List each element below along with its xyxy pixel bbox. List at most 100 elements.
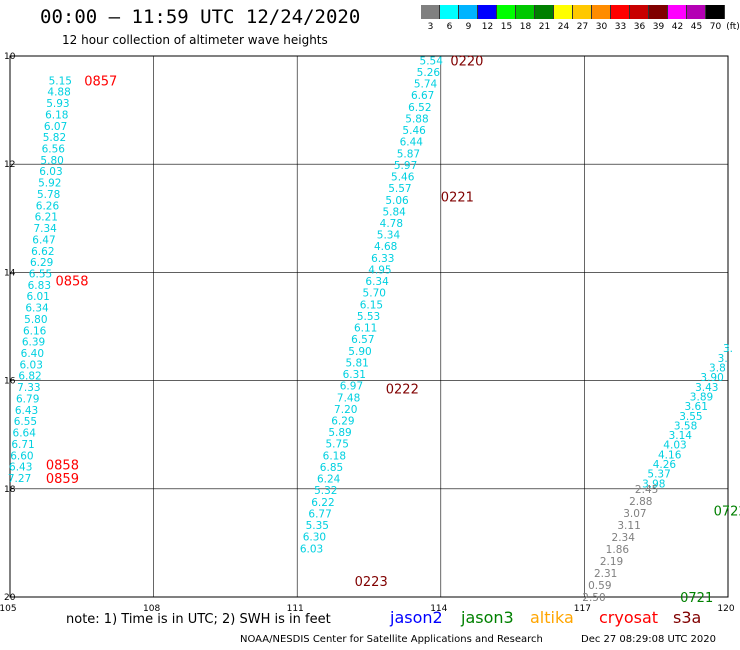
track-0220-value: 6.18 — [323, 450, 346, 462]
time-label-0222: 0222 — [386, 383, 419, 398]
track-0722-cyan-value: 3.43 — [695, 382, 718, 394]
track-0857-value: 6.40 — [21, 348, 44, 360]
scale-label-33: 33 — [614, 22, 627, 32]
track-0220-value: 4.95 — [368, 264, 391, 276]
track-0220-value: 5.46 — [391, 172, 415, 184]
track-0857-value: 6.01 — [26, 291, 49, 303]
track-0857-value: 5.80 — [24, 314, 47, 326]
track-0722-cyan-value: 4.03 — [663, 440, 686, 452]
track-0857-value: 6.82 — [18, 371, 41, 383]
track-0220-value: 5.53 — [357, 311, 380, 323]
track-0220-value: 6.11 — [354, 323, 377, 335]
track-0857-value: 6.64 — [13, 428, 37, 440]
time-label-0858: 0858 — [46, 458, 79, 473]
scale-swatch-30 — [592, 5, 611, 19]
scale-label-9: 9 — [465, 22, 472, 32]
track-0220-value: 6.67 — [411, 90, 434, 102]
track-0220-value: 6.22 — [311, 497, 334, 509]
lon-tick-label-120: 120 — [717, 604, 734, 614]
track-0722-cyan-value: 3. — [723, 343, 733, 355]
track-0220-value: 5.88 — [405, 113, 428, 125]
lat-tick-label-18: 18 — [4, 485, 16, 495]
track-0220-value: 6.29 — [331, 416, 354, 428]
track-0857-value: 6.18 — [45, 109, 68, 121]
time-label-0858: 0858 — [55, 275, 88, 290]
time-label-0223: 0223 — [355, 575, 388, 590]
legend-altika: altika — [530, 608, 574, 627]
time-label-0857: 0857 — [84, 74, 117, 89]
track-0857-value: 6.21 — [35, 212, 58, 224]
track-0857-value: 5.93 — [46, 98, 69, 110]
track-0220-value: 5.75 — [326, 439, 349, 451]
track-0722-cyan-value: 3.61 — [685, 401, 708, 413]
track-0722-gray-value: 2.19 — [600, 556, 623, 568]
track-0220-value: 6.15 — [360, 299, 383, 311]
track-0857-value: 6.56 — [42, 144, 66, 156]
track-0722-gray-value: 1.86 — [606, 544, 630, 556]
track-0722-cyan-value: 3. — [718, 353, 728, 365]
track-0220-value: 5.84 — [382, 206, 406, 218]
track-0220-value: 5.87 — [397, 148, 420, 160]
scale-label-45: 45 — [690, 22, 703, 32]
track-0220-value: 6.85 — [320, 462, 343, 474]
scale-swatch-6 — [440, 5, 459, 19]
track-0220-value: 6.57 — [351, 334, 374, 346]
time-label-0220: 0220 — [450, 54, 483, 69]
lon-tick-label-117: 117 — [574, 604, 591, 614]
track-0857-value: 6.03 — [39, 166, 62, 178]
legend-jason2: jason2 — [390, 608, 443, 627]
track-0220-value: 7.48 — [337, 392, 360, 404]
scale-swatch-70 — [706, 5, 725, 19]
track-0857-value: 7.33 — [17, 382, 40, 394]
track-0857-value: 7.34 — [33, 223, 57, 235]
track-0857-value: 6.79 — [16, 393, 39, 405]
track-0857-value: 5.82 — [43, 132, 66, 144]
track-0857-value: 6.26 — [36, 200, 60, 212]
track-0722-gray-value: 3.11 — [617, 520, 640, 532]
track-0857-value: 6.55 — [29, 268, 52, 280]
track-0857-value: 6.60 — [10, 450, 33, 462]
scale-swatch-39 — [649, 5, 668, 19]
track-0220-value: 6.33 — [371, 253, 394, 265]
track-0220-value: 5.89 — [328, 427, 351, 439]
lon-tick-label-114: 114 — [430, 604, 447, 614]
track-0722-cyan-value: 3.90 — [700, 372, 723, 384]
lat-tick-label-20: 20 — [4, 593, 16, 603]
track-0857-value: 6.29 — [30, 257, 53, 269]
scale-swatch-24 — [554, 5, 573, 19]
track-0220-value: 5.57 — [388, 183, 411, 195]
scale-label-21: 21 — [538, 22, 551, 32]
track-0857-value: 6.16 — [23, 325, 47, 337]
track-0722-gray-value: 2.50 — [582, 592, 605, 604]
track-0220-value: 7.20 — [334, 404, 357, 416]
lat-tick-label-10: 10 — [4, 52, 16, 62]
scale-swatch-3 — [421, 5, 440, 19]
track-0220-value: 5.90 — [348, 346, 371, 358]
track-0220-value: 4.68 — [374, 241, 397, 253]
lat-tick-label-16: 16 — [4, 377, 16, 387]
lon-tick-label-111: 111 — [287, 604, 304, 614]
track-0220-value: 5.32 — [314, 485, 337, 497]
track-0722-cyan-value: 3.89 — [690, 391, 713, 403]
track-0220-value: 6.34 — [365, 276, 389, 288]
track-0220-value: 5.97 — [394, 160, 417, 172]
track-0220-value: 4.78 — [380, 218, 403, 230]
time-label-0722: 0722 — [714, 504, 740, 519]
scale-swatch-36 — [630, 5, 649, 19]
time-label-0859: 0859 — [46, 472, 79, 487]
track-0722-gray-value: 0.59 — [588, 580, 611, 592]
track-0857-value: 7.27 — [8, 473, 31, 485]
track-0857-value: 4.88 — [47, 87, 70, 99]
scale-label-18: 18 — [519, 22, 532, 32]
credit-line: NOAA/NESDIS Center for Satellite Applica… — [240, 634, 543, 645]
scale-swatch-45 — [687, 5, 706, 19]
track-0857-value: 6.43 — [9, 462, 32, 474]
scale-label-30: 30 — [595, 22, 608, 32]
track-0722-gray-value: 3.07 — [623, 508, 646, 520]
track-0220-value: 5.06 — [385, 195, 409, 207]
track-0722-cyan-value: 3.98 — [642, 478, 665, 490]
track-0220-value: 5.54 — [420, 55, 444, 67]
track-0722-cyan-value: 3.55 — [679, 411, 702, 423]
track-0722-gray-value: 2.88 — [629, 496, 652, 508]
